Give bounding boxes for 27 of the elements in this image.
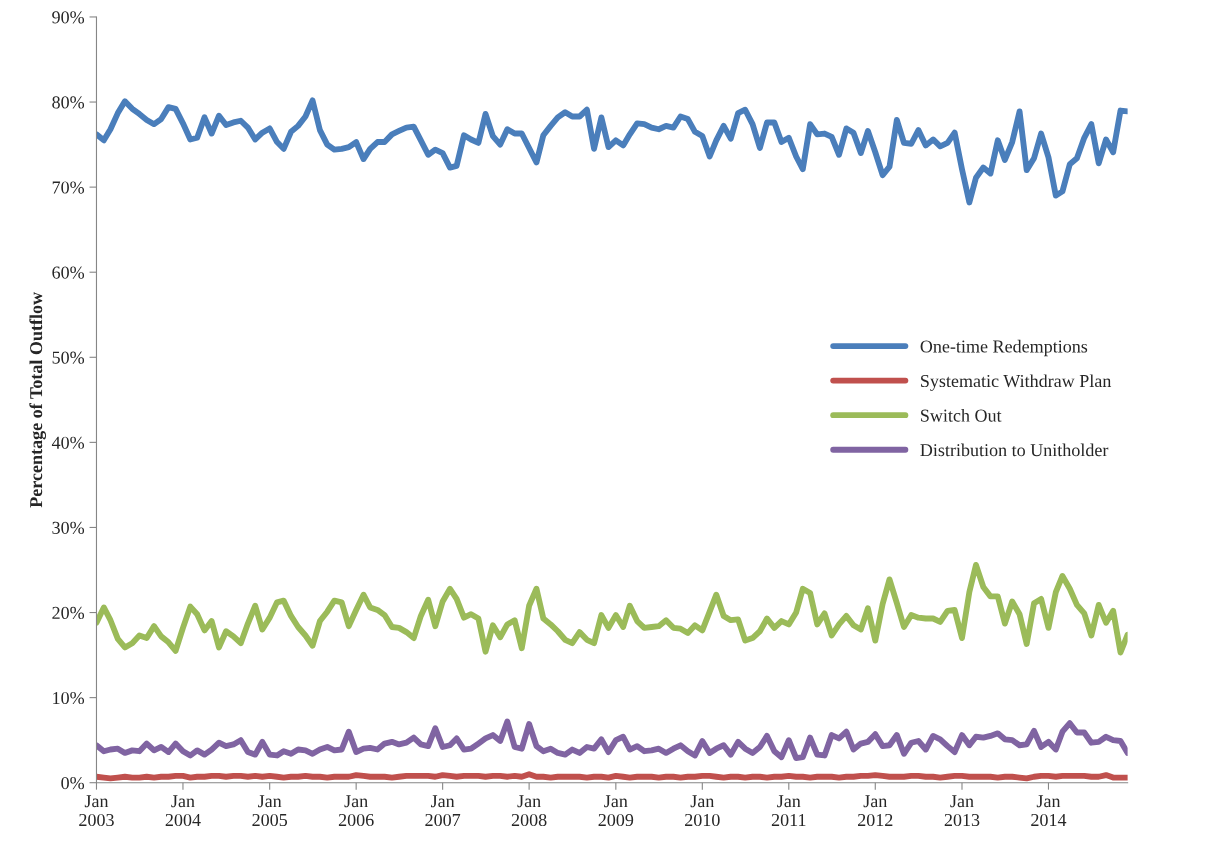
x-tick-label: Jan 2008 (511, 795, 547, 827)
x-tick-label: Jan 2009 (598, 795, 634, 827)
x-tick-label: Jan 2005 (252, 795, 288, 827)
y-tick-label: 50% (52, 351, 85, 364)
y-tick-label: 20% (52, 606, 85, 620)
legend-label: Switch Out (921, 409, 1002, 422)
y-tick-label: 60% (52, 266, 85, 279)
x-tick-label: Jan 2013 (944, 795, 980, 827)
x-tick-label: Jan 2007 (425, 795, 461, 827)
x-tick-label: Jan 2004 (165, 795, 201, 827)
y-axis-title: Percentage of Total Outflow (29, 292, 47, 508)
x-tick-label: Jan 2014 (1031, 795, 1067, 827)
x-tick-label: Jan 2003 (79, 795, 114, 827)
y-tick-label: 30% (52, 521, 85, 534)
x-tick-label: Jan 2006 (338, 795, 374, 827)
legend-label: One-time Redemptions (920, 339, 1088, 357)
y-tick-label: 10% (53, 691, 85, 705)
y-tick-label: 80% (52, 96, 85, 109)
legend-label: Systematic Withdraw Plan (921, 374, 1112, 391)
legend-label: Distribution to Unitholder (920, 443, 1109, 457)
y-tick-label: 40% (51, 436, 85, 449)
x-tick-label: Jan 2011 (771, 795, 806, 827)
x-tick-label: Jan 2010 (685, 795, 720, 827)
y-tick-label: 90% (52, 11, 85, 24)
x-tick-label: Jan 2012 (858, 795, 893, 827)
y-tick-label: 70% (52, 181, 85, 194)
y-tick-label: 0% (61, 776, 85, 790)
